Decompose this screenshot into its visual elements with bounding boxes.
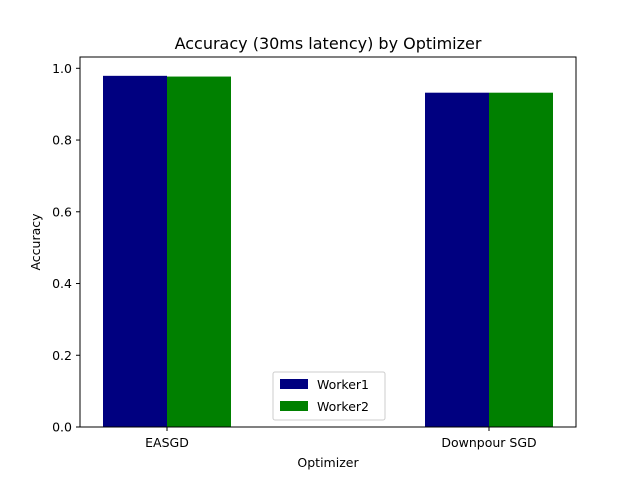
chart-title: Accuracy (30ms latency) by Optimizer xyxy=(175,34,482,53)
y-tick-label: 1.0 xyxy=(52,61,72,76)
legend-swatch-worker2 xyxy=(280,401,308,411)
x-axis-label: Optimizer xyxy=(297,455,359,470)
y-axis-ticks: 0.0 0.2 0.4 0.6 0.8 1.0 xyxy=(52,61,80,435)
bar-worker1-downpour-sgd xyxy=(425,92,489,428)
y-axis-label: Accuracy xyxy=(28,213,43,271)
y-tick-label: 0.2 xyxy=(52,348,72,363)
legend-label-worker2: Worker2 xyxy=(317,399,369,414)
x-tick-label: EASGD xyxy=(145,435,189,450)
y-tick-label: 0.0 xyxy=(52,420,72,435)
legend: Worker1 Worker2 xyxy=(272,371,386,421)
x-tick-label: Downpour SGD xyxy=(441,435,536,450)
bar-worker2-easgd xyxy=(167,76,231,428)
legend-swatch-worker1 xyxy=(280,379,308,389)
bar-worker1-easgd xyxy=(103,75,167,428)
plot-frame xyxy=(79,56,577,428)
legend-label-worker1: Worker1 xyxy=(317,377,369,392)
y-tick-label: 0.8 xyxy=(52,133,72,148)
bar-worker2-downpour-sgd xyxy=(489,92,553,428)
y-tick-label: 0.6 xyxy=(52,204,72,219)
bars-layer xyxy=(103,75,553,428)
x-axis-ticks: EASGD Downpour SGD xyxy=(145,427,537,450)
y-tick-label: 0.4 xyxy=(52,276,72,291)
